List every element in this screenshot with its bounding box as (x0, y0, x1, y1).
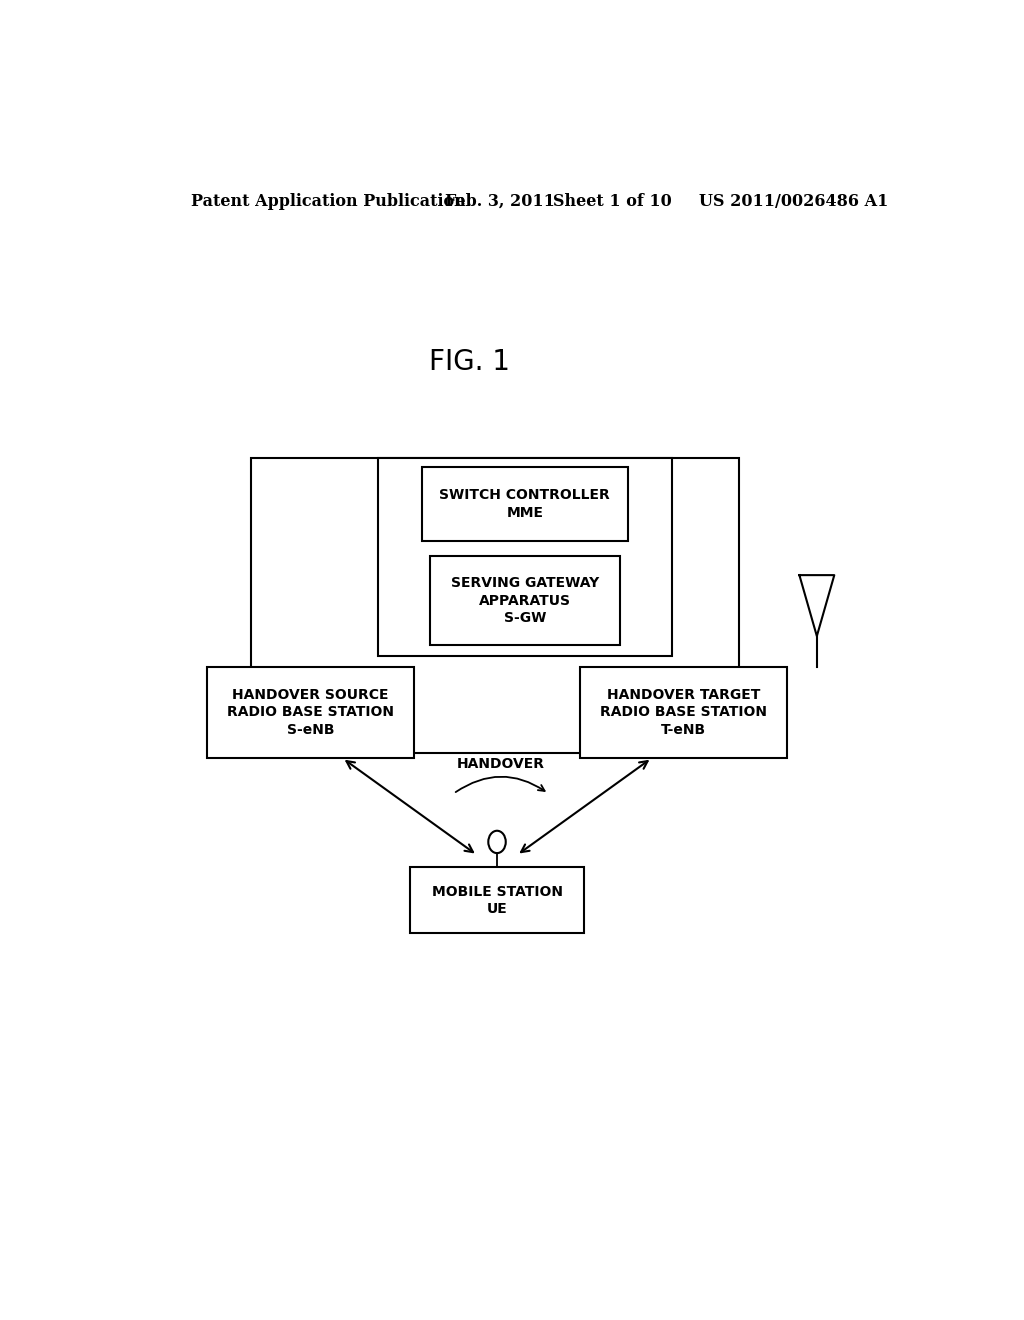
Bar (430, 556, 621, 645)
Text: FIG. 1: FIG. 1 (429, 347, 510, 376)
Text: MOBILE STATION
UE: MOBILE STATION UE (431, 884, 562, 916)
Text: SWITCH CONTROLLER
MME: SWITCH CONTROLLER MME (439, 488, 610, 520)
Bar (581, 667, 786, 758)
Text: Patent Application Publication: Patent Application Publication (191, 193, 466, 210)
Text: Feb. 3, 2011: Feb. 3, 2011 (445, 193, 555, 210)
Text: SERVING GATEWAY
APPARATUS
S-GW: SERVING GATEWAY APPARATUS S-GW (451, 577, 599, 624)
Bar (422, 467, 628, 541)
Bar (410, 867, 585, 933)
Text: US 2011/0026486 A1: US 2011/0026486 A1 (699, 193, 889, 210)
Text: Sheet 1 of 10: Sheet 1 of 10 (553, 193, 672, 210)
Text: HANDOVER SOURCE
RADIO BASE STATION
S-eNB: HANDOVER SOURCE RADIO BASE STATION S-eNB (227, 688, 394, 737)
Text: HANDOVER: HANDOVER (457, 758, 545, 771)
Bar (207, 667, 414, 758)
Bar (378, 458, 672, 656)
Text: HANDOVER TARGET
RADIO BASE STATION
T-eNB: HANDOVER TARGET RADIO BASE STATION T-eNB (600, 688, 767, 737)
Bar (251, 458, 739, 752)
